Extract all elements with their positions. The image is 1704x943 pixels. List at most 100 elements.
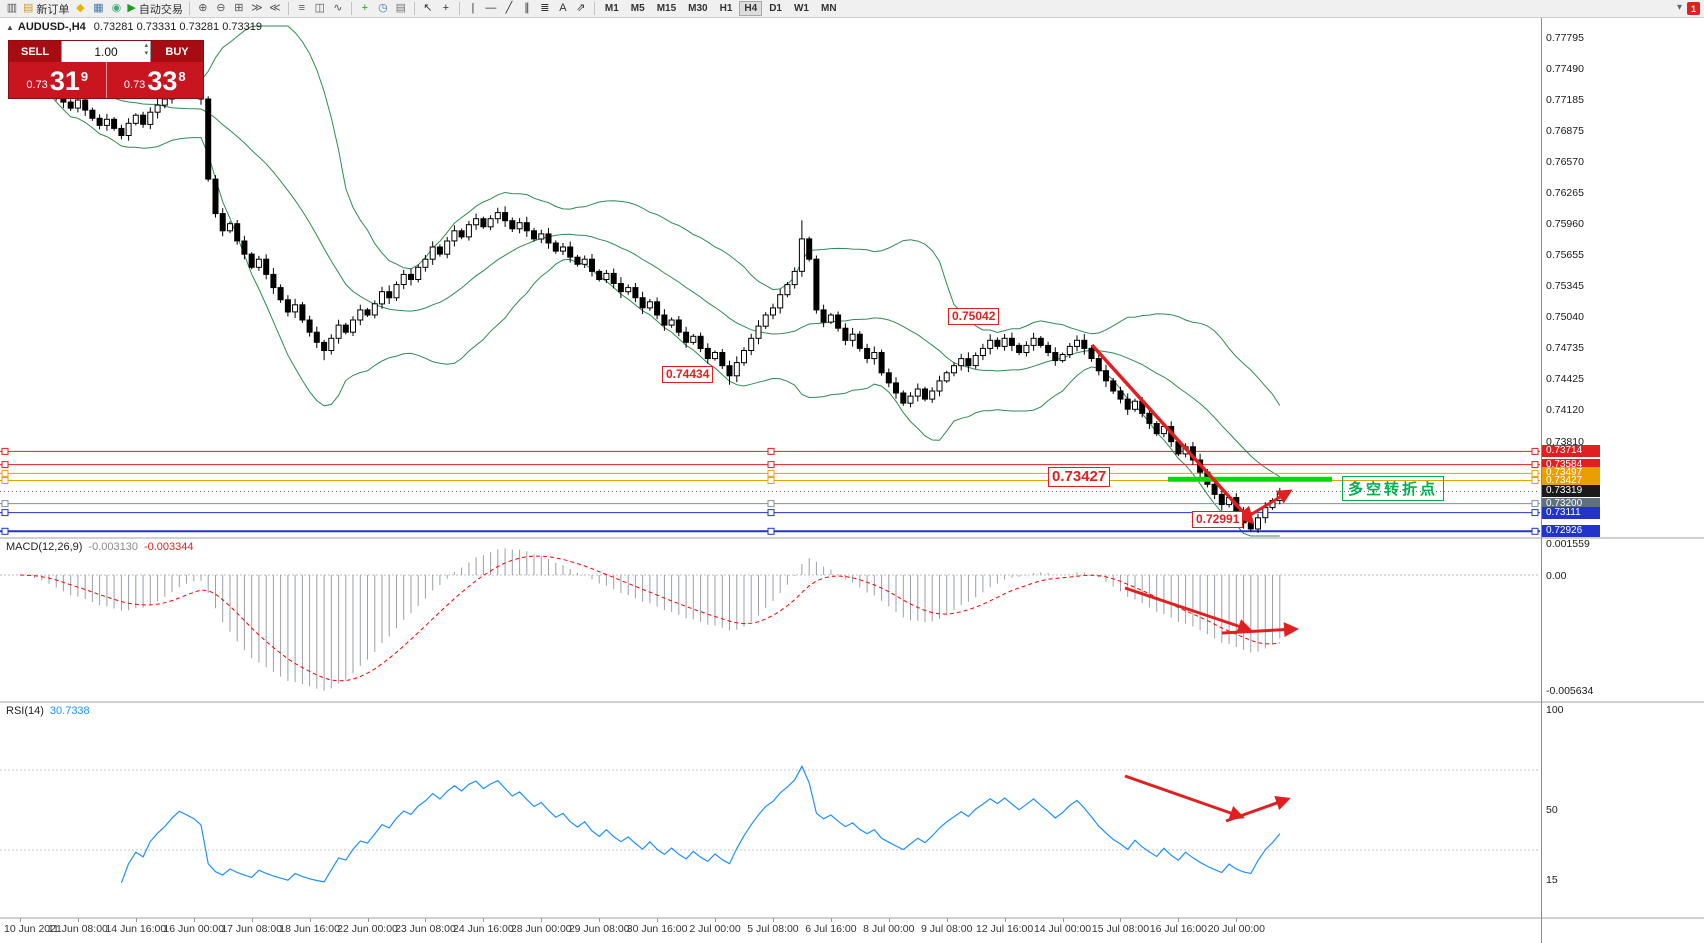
time-axis[interactable]: 10 Jun 2021 11 Jun 08:00 14 Jun 16:00 16 Ju… <box>0 918 1541 943</box>
toolbar-separator <box>413 2 415 15</box>
timeframe-m5-button[interactable]: M5 <box>630 3 645 14</box>
time-axis-tick <box>483 918 485 922</box>
toolbar-overflow-icon[interactable]: ▾ <box>1676 2 1682 13</box>
period-settings-button[interactable]: ◷ <box>374 1 392 17</box>
timeframe-h1-button[interactable]: H1 <box>719 3 733 14</box>
time-axis-tick <box>425 918 427 922</box>
toolbar-separator <box>188 2 190 15</box>
volume-down-arrow[interactable]: ▾ <box>144 50 148 58</box>
channel-button[interactable]: ∥ <box>518 1 536 17</box>
new-order-icon: ▤ <box>23 2 34 14</box>
zoom-out-icon: ⊖ <box>216 2 226 14</box>
panel-separators <box>0 537 1704 919</box>
new-order-button[interactable]: ▤ 新订单 <box>21 1 71 17</box>
time-axis-tick <box>193 918 195 922</box>
auto-scroll-icon: ≫ <box>251 2 263 14</box>
auto-trading-button[interactable]: ▶ 自动交易 <box>125 1 184 17</box>
new-chart-button[interactable]: ▥ <box>3 1 21 17</box>
favorites-icon: ◆ <box>76 2 85 14</box>
time-axis-label: 8 Jul 00:00 <box>863 923 915 935</box>
bar-chart-button[interactable]: ≡ <box>293 1 311 17</box>
volume-up-arrow[interactable]: ▴ <box>144 42 148 49</box>
tile-windows-button[interactable]: ⊞ <box>230 1 248 17</box>
time-axis-label: 30 Jun 16:00 <box>626 923 688 935</box>
period-settings-icon: ◷ <box>378 2 388 14</box>
time-axis-label: 17 Jun 08:00 <box>221 923 283 935</box>
templates-button[interactable]: ▤ <box>392 1 410 17</box>
toolbar: ▥ ▤ 新订单 ◆ ▦ ◉ ▶ 自动交易 ⊕ ⊖ ⊞ ≫ ≪ ≡ ◫ ∿ + ◷ ▤ ↖ + | ― ╱ ∥ ≣ A ⇗ M1 M5 M1… <box>0 0 1704 18</box>
crosshair-button[interactable]: + <box>437 1 455 17</box>
time-axis-tick <box>1004 918 1006 922</box>
time-axis-label: 23 Jun 08:00 <box>395 923 456 935</box>
zoom-in-button[interactable]: ⊕ <box>194 1 212 17</box>
time-axis-label: 6 Jul 16:00 <box>805 923 857 935</box>
timeframe-buttons: M1 M5 M15 M30 H1 H4 D1 W1 MN <box>599 1 843 16</box>
new-chart-icon: ▥ <box>6 2 18 14</box>
sell-price[interactable]: 0.73 31 9 <box>9 62 106 98</box>
timeframe-m1-button[interactable]: M1 <box>604 3 619 14</box>
cursor-button[interactable]: ↖ <box>419 1 437 17</box>
market-watch-button[interactable]: ▦ <box>89 1 107 17</box>
arrow-tool-icon: ⇗ <box>576 2 586 14</box>
timeframe-m30-button[interactable]: M30 <box>688 3 708 14</box>
candlesticks <box>17 51 1283 533</box>
vertical-line-icon: | <box>471 2 475 14</box>
time-axis-tick <box>20 918 21 922</box>
time-axis-tick <box>135 918 137 922</box>
text-tool-button[interactable]: A <box>554 1 572 17</box>
auto-trading-label: 自动交易 <box>138 3 183 16</box>
navigator-button[interactable]: ◉ <box>107 1 125 17</box>
time-axis-tick <box>367 918 369 922</box>
timeframe-m15-button[interactable]: M15 <box>656 3 677 14</box>
timeframe-mn-button[interactable]: MN <box>820 3 837 14</box>
toolbar-buttons: ▥ ▤ 新订单 ◆ ▦ ◉ ▶ 自动交易 ⊕ ⊖ ⊞ ≫ ≪ ≡ ◫ ∿ + ◷ ▤ ↖ + | ― ╱ ∥ ≣ A ⇗ <box>3 1 599 17</box>
fibonacci-icon: ≣ <box>540 2 550 14</box>
notification-count-badge[interactable]: 1 <box>1687 2 1700 15</box>
arrow-tool-button[interactable]: ⇗ <box>572 1 590 17</box>
cursor-icon: ↖ <box>423 2 433 14</box>
add-indicator-icon: + <box>361 2 369 14</box>
time-axis-label: 22 Jun 00:00 <box>337 923 398 935</box>
zoom-in-icon: ⊕ <box>198 2 208 14</box>
volume-stepper[interactable]: 1.00 ▴ ▾ <box>61 41 151 62</box>
toolbar-separator <box>458 2 460 15</box>
time-axis-label: 11 Jun 08:00 <box>47 923 108 935</box>
time-axis-tick <box>888 918 890 922</box>
toolbar-separator <box>350 2 352 15</box>
favorites-button[interactable]: ◆ <box>71 1 89 17</box>
new-order-label: 新订单 <box>36 3 70 16</box>
buy-button[interactable]: BUY <box>151 41 203 62</box>
time-axis-label: 9 Jul 08:00 <box>921 923 973 935</box>
channel-icon: ∥ <box>524 2 530 14</box>
horizontal-line-icon: ― <box>485 2 497 14</box>
toolbar-separator <box>287 2 289 15</box>
time-axis-label: 15 Jul 08:00 <box>1091 923 1150 935</box>
time-axis-label: 20 Jul 00:00 <box>1207 923 1265 935</box>
vertical-line-button[interactable]: | <box>464 1 482 17</box>
zoom-out-button[interactable]: ⊖ <box>212 1 230 17</box>
fibonacci-button[interactable]: ≣ <box>536 1 554 17</box>
candlestick-chart-button[interactable]: ◫ <box>311 1 329 17</box>
time-axis-tick <box>599 918 601 922</box>
rsi-indicator <box>0 764 1540 884</box>
sell-button[interactable]: SELL <box>9 41 61 62</box>
auto-scroll-button[interactable]: ≫ <box>248 1 266 17</box>
horizontal-line-button[interactable]: ― <box>482 1 500 17</box>
timeframe-d1-button[interactable]: D1 <box>769 3 782 14</box>
add-indicator-button[interactable]: + <box>356 1 374 17</box>
time-axis-label: 14 Jun 16:00 <box>105 923 167 935</box>
timeframe-w1-button[interactable]: W1 <box>793 3 809 14</box>
chart-shift-button[interactable]: ≪ <box>266 1 284 17</box>
macd-indicator <box>0 548 1540 691</box>
price-divider <box>105 62 107 98</box>
line-chart-button[interactable]: ∿ <box>329 1 347 17</box>
buy-price[interactable]: 0.73 33 8 <box>107 62 204 98</box>
time-axis-tick <box>715 918 717 922</box>
one-click-trading-panel: SELL 1.00 ▴ ▾ BUY 0.73 31 9 0.73 33 8 <box>8 40 204 99</box>
time-axis-tick <box>946 918 948 922</box>
market-watch-icon: ▦ <box>93 2 104 14</box>
line-chart-icon: ∿ <box>333 2 343 14</box>
timeframe-h4-button[interactable]: H4 <box>739 1 763 16</box>
trendline-button[interactable]: ╱ <box>500 1 518 17</box>
